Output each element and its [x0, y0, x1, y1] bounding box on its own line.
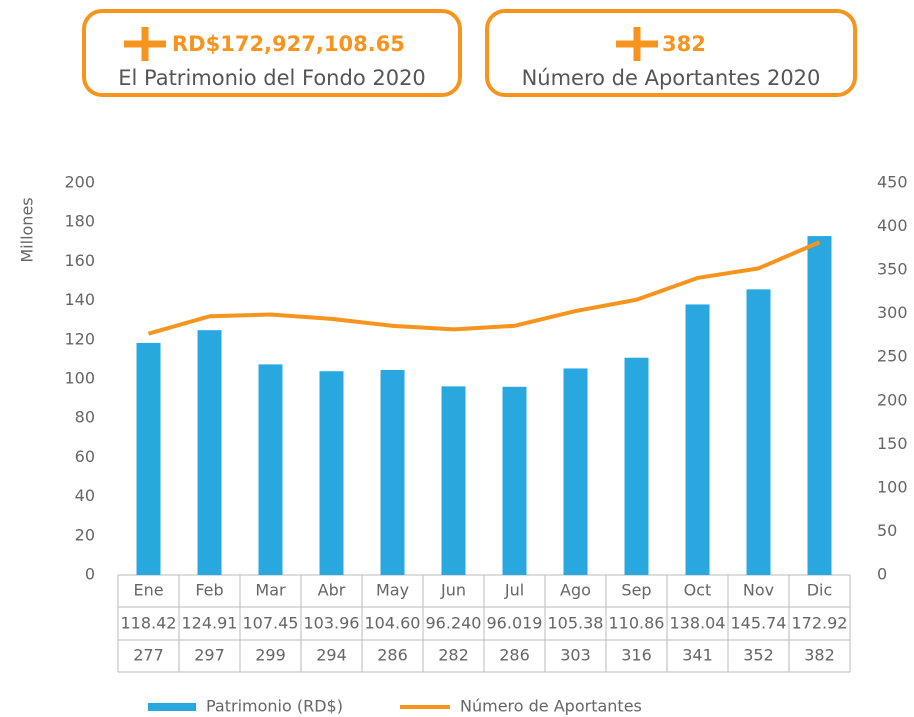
y-tick-label: 0: [85, 565, 95, 584]
y2-tick-label: 400: [877, 216, 908, 235]
bar: [319, 371, 344, 575]
bar: [563, 368, 588, 575]
y-tick-label: 100: [64, 369, 95, 388]
y-tick-label: 40: [75, 486, 95, 505]
legend-swatch: [148, 703, 196, 711]
bar: [685, 304, 710, 575]
category-label: Ene: [133, 581, 163, 600]
bar: [807, 236, 832, 576]
card-label: Número de Aportantes 2020: [522, 66, 821, 90]
bar: [624, 357, 649, 575]
y-tick-label: 200: [64, 173, 95, 192]
bar: [502, 386, 527, 575]
y-axis-title: Millones: [18, 197, 37, 262]
y-tick-label: 60: [75, 447, 95, 466]
bar: [441, 386, 466, 575]
table-value: 110.86: [609, 614, 665, 633]
category-label: Abr: [318, 581, 346, 600]
y2-tick-label: 250: [877, 347, 908, 366]
table-value: 118.42: [121, 614, 177, 633]
y2-tick-label: 100: [877, 477, 908, 496]
y-tick-label: 120: [64, 329, 95, 348]
plus-icon: [124, 27, 166, 61]
y2-tick-label: 0: [877, 565, 887, 584]
table-value: 341: [682, 646, 713, 665]
category-label: Ago: [560, 581, 591, 600]
y-tick-label: 180: [64, 212, 95, 231]
legend-label: Patrimonio (RD$): [206, 697, 343, 716]
card-label: El Patrimonio del Fondo 2020: [118, 66, 426, 90]
table-value: 104.60: [365, 614, 421, 633]
y2-tick-label: 50: [877, 521, 897, 540]
category-label: Sep: [621, 581, 651, 600]
category-label: May: [376, 581, 409, 600]
table-value: 103.96: [304, 614, 360, 633]
table-value: 277: [133, 646, 164, 665]
y2-tick-label: 450: [877, 173, 908, 192]
bar: [380, 369, 405, 575]
table-value: 107.45: [243, 614, 299, 633]
table-value: 303: [560, 646, 591, 665]
table-value: 286: [499, 646, 530, 665]
y-tick-label: 140: [64, 290, 95, 309]
bar: [258, 364, 283, 575]
bar: [136, 342, 161, 575]
table-value: 172.92: [792, 614, 848, 633]
table-value: 299: [255, 646, 286, 665]
line: [147, 240, 821, 336]
y2-tick-label: 200: [877, 390, 908, 409]
table-value: 145.74: [731, 614, 787, 633]
table-value: 282: [438, 646, 469, 665]
table-value: 297: [194, 646, 225, 665]
y-tick-label: 160: [64, 251, 95, 270]
plus-icon: [616, 27, 658, 61]
y-tick-label: 80: [75, 408, 95, 427]
y2-tick-label: 350: [877, 260, 908, 279]
card-value: 382: [662, 32, 706, 56]
table-value: 124.91: [182, 614, 238, 633]
table-value: 105.38: [548, 614, 604, 633]
category-label: Jul: [504, 581, 524, 600]
card-box: [82, 9, 462, 97]
table-value: 96.240: [426, 614, 482, 633]
table-value: 316: [621, 646, 652, 665]
y2-tick-label: 300: [877, 303, 908, 322]
category-label: Mar: [255, 581, 286, 600]
table-value: 294: [316, 646, 347, 665]
category-label: Nov: [743, 581, 774, 600]
category-label: Feb: [195, 581, 223, 600]
card-box: [485, 9, 857, 97]
table-value: 382: [804, 646, 835, 665]
bar: [746, 289, 771, 575]
bar: [197, 330, 222, 575]
table-value: 138.04: [670, 614, 726, 633]
y-tick-label: 20: [75, 525, 95, 544]
table-value: 352: [743, 646, 774, 665]
category-label: Oct: [684, 581, 712, 600]
legend-label: Número de Aportantes: [460, 697, 642, 716]
table-value: 286: [377, 646, 408, 665]
y2-tick-label: 150: [877, 434, 908, 453]
category-label: Jun: [440, 581, 466, 600]
category-label: Dic: [807, 581, 833, 600]
table-value: 96.019: [487, 614, 543, 633]
card-value: RD$172,927,108.65: [172, 32, 405, 56]
